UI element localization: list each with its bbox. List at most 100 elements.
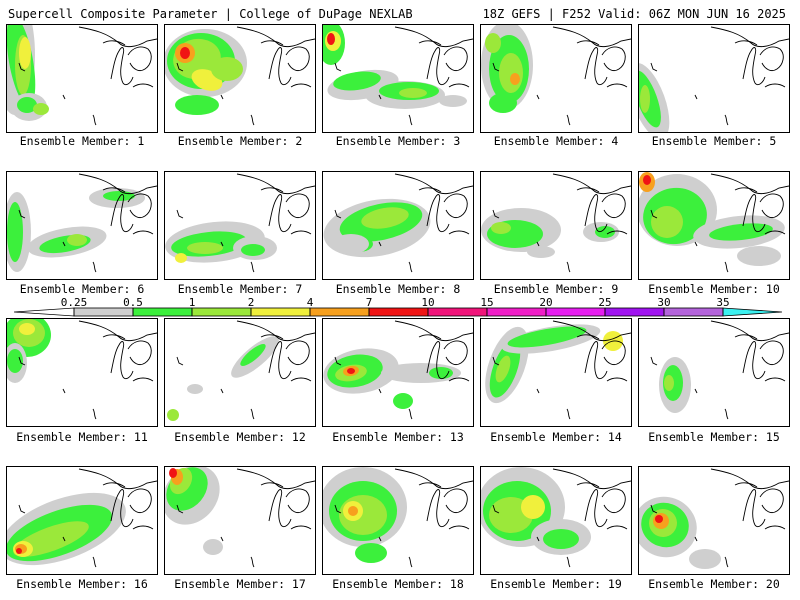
- geographic-outline: [408, 114, 413, 126]
- geographic-outline: [724, 114, 729, 126]
- geographic-outline: [448, 83, 470, 88]
- geographic-outline: [710, 468, 789, 490]
- geographic-outline: [552, 173, 631, 195]
- geographic-outline: [710, 173, 789, 195]
- geographic-outline: [268, 47, 292, 86]
- geographic-outline: [492, 209, 500, 219]
- colorbar-low-arrow: [14, 307, 75, 317]
- geographic-outline: [236, 320, 315, 342]
- member-label: Ensemble Member: 12: [174, 430, 306, 444]
- scp-contour-fill: [495, 355, 511, 383]
- member-label: Ensemble Member: 9: [493, 282, 619, 296]
- geographic-outline: [285, 193, 310, 219]
- scp-contour-fill: [640, 85, 650, 113]
- ensemble-member-map: [322, 171, 474, 280]
- scp-contour-fill: [595, 226, 615, 238]
- scp-contour-fill: [327, 33, 335, 45]
- geographic-outline: [176, 356, 184, 366]
- colorbar-tick-label: 1: [189, 296, 196, 309]
- model-valid-time: 18Z GEFS | F252 Valid: 06Z MON JUN 16 20…: [482, 7, 786, 21]
- geographic-outline: [601, 340, 626, 366]
- geographic-outline: [724, 261, 729, 273]
- ensemble-member-map: [638, 466, 790, 575]
- ensemble-member-map: [322, 466, 474, 575]
- colorbar-bin: [250, 307, 311, 317]
- geographic-outline: [127, 193, 152, 219]
- geographic-outline: [606, 525, 628, 530]
- member-label: Ensemble Member: 1: [19, 134, 145, 148]
- ensemble-member-map: [322, 24, 474, 133]
- geographic-outline: [290, 377, 312, 382]
- geographic-outline: [566, 408, 571, 420]
- geographic-outline: [260, 187, 284, 193]
- geographic-outline: [536, 94, 540, 100]
- geographic-outline: [759, 193, 784, 219]
- scp-field: [639, 172, 789, 273]
- geographic-outline: [408, 408, 413, 420]
- geographic-outline: [176, 62, 184, 72]
- geographic-outline: [566, 261, 571, 273]
- scp-field: [165, 26, 315, 126]
- geographic-outline: [734, 334, 758, 340]
- scp-contour-fill: [175, 95, 219, 115]
- geographic-outline: [764, 83, 786, 88]
- geographic-outline: [694, 536, 698, 542]
- scp-contour-fill: [175, 253, 187, 263]
- ensemble-member-map: [638, 318, 790, 427]
- colorbar-tick-label: 30: [657, 296, 670, 309]
- scp-contour-fill: [507, 326, 587, 348]
- ensemble-member-map: [480, 318, 632, 427]
- geographic-outline: [710, 320, 789, 342]
- geographic-outline: [92, 408, 97, 420]
- scp-contour-fill: [361, 207, 409, 229]
- geographic-outline: [418, 187, 442, 193]
- geographic-outline: [584, 489, 608, 528]
- colorbar-tick-label: 0.5: [123, 296, 143, 309]
- geographic-outline: [334, 504, 342, 514]
- geographic-outline: [110, 47, 134, 86]
- geographic-outline: [408, 556, 413, 568]
- geographic-outline: [566, 556, 571, 568]
- scp-field: [167, 320, 315, 421]
- geographic-outline: [127, 340, 152, 366]
- scp-contour-fill: [240, 344, 266, 366]
- geographic-outline: [552, 468, 631, 490]
- geographic-outline: [408, 261, 413, 273]
- geographic-outline: [18, 62, 26, 72]
- scp-contour-fill: [333, 71, 381, 91]
- scp-contour-fill: [19, 323, 35, 335]
- geographic-outline: [78, 320, 157, 342]
- geographic-outline: [426, 489, 450, 528]
- geographic-outline: [536, 241, 540, 247]
- geographic-outline: [78, 468, 157, 490]
- scp-contour-fill: [211, 57, 243, 81]
- colorbar-bin: [309, 307, 370, 317]
- scp-contour-fill: [355, 543, 387, 563]
- geographic-outline: [576, 187, 600, 193]
- geographic-outline: [759, 488, 784, 514]
- geographic-outline: [650, 504, 658, 514]
- geographic-outline: [650, 356, 658, 366]
- geographic-outline: [92, 556, 97, 568]
- scp-field: [7, 319, 157, 420]
- scp-contour-fill: [510, 73, 520, 85]
- scp-contour-fill: [17, 97, 37, 113]
- member-label: Ensemble Member: 19: [490, 577, 622, 591]
- scp-field: [323, 173, 473, 273]
- colorbar-tick-label: 25: [598, 296, 611, 309]
- geographic-outline: [492, 356, 500, 366]
- geographic-outline: [62, 388, 66, 394]
- colorbar-bin: [191, 307, 252, 317]
- geographic-outline: [62, 241, 66, 247]
- scp-contour-fill: [651, 206, 683, 238]
- geographic-outline: [132, 83, 154, 88]
- ensemble-member-map: [6, 24, 158, 133]
- geographic-outline: [576, 482, 600, 488]
- member-label: Ensemble Member: 4: [493, 134, 619, 148]
- geographic-outline: [62, 536, 66, 542]
- geographic-outline: [448, 230, 470, 235]
- geographic-outline: [220, 388, 224, 394]
- scp-contour-fill: [348, 506, 358, 516]
- geographic-outline: [742, 489, 766, 528]
- geographic-outline: [394, 468, 473, 490]
